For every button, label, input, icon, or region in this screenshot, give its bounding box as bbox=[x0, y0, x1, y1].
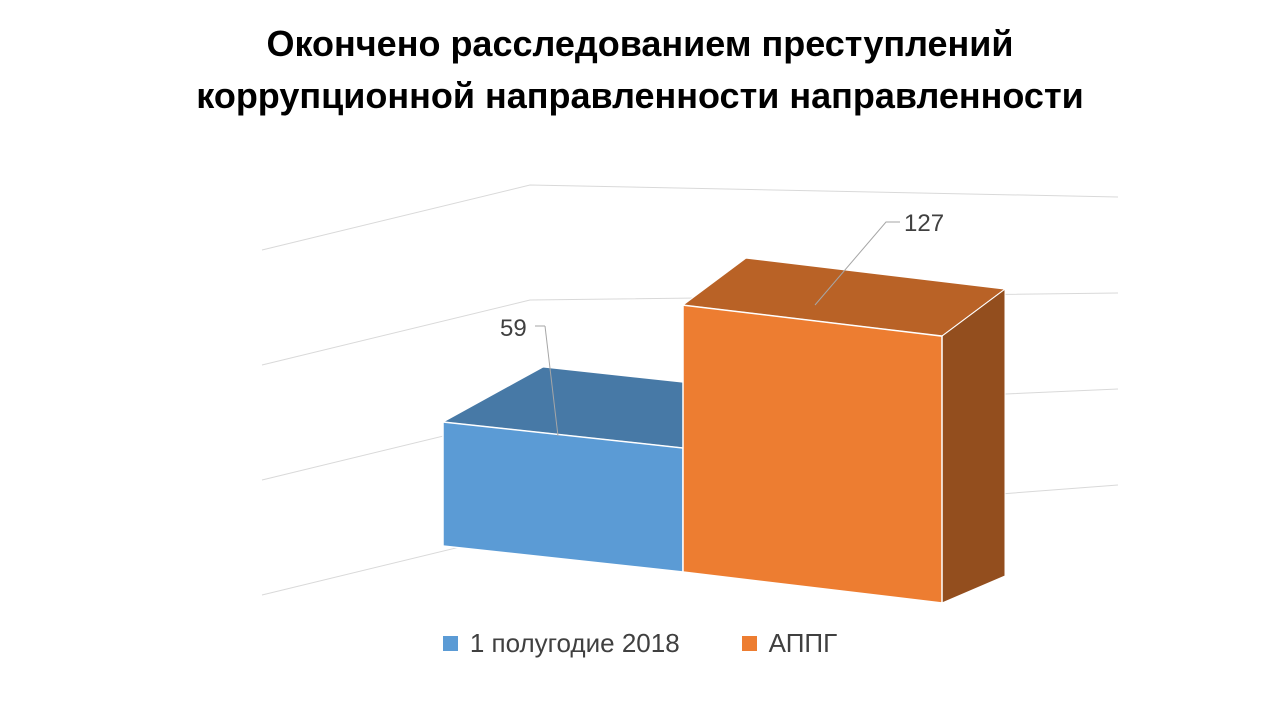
leader-line-series-2 bbox=[814, 221, 900, 306]
data-label-series-1: 59 bbox=[500, 315, 527, 342]
bar-side-series-2 bbox=[941, 288, 1006, 604]
chart-title-line-2: коррупционной направленности направленно… bbox=[196, 75, 1084, 116]
leader-line-series-1-b bbox=[544, 325, 559, 437]
chart-title-line-1: Окончено расследованием преступлений bbox=[266, 23, 1014, 64]
legend: 1 полугодие 2018 АППГ bbox=[0, 628, 1280, 659]
legend-swatch-series-2 bbox=[741, 636, 757, 651]
data-label-series-2: 127 bbox=[904, 210, 944, 237]
legend-item-series-2: АППГ bbox=[741, 628, 838, 659]
gridline bbox=[261, 184, 1119, 251]
legend-label-series-2: АППГ bbox=[768, 628, 838, 658]
bar-front-series-1 bbox=[442, 421, 684, 573]
legend-item-series-1: 1 полугодие 2018 bbox=[442, 628, 680, 659]
bar-front-series-2 bbox=[682, 304, 943, 604]
bars bbox=[441, 257, 1007, 604]
legend-label-series-1: 1 полугодие 2018 bbox=[469, 628, 680, 658]
data-labels: 59 127 bbox=[500, 210, 944, 437]
chart-title: Окончено расследованием преступлений кор… bbox=[0, 18, 1280, 122]
legend-swatch-series-1 bbox=[442, 636, 458, 651]
